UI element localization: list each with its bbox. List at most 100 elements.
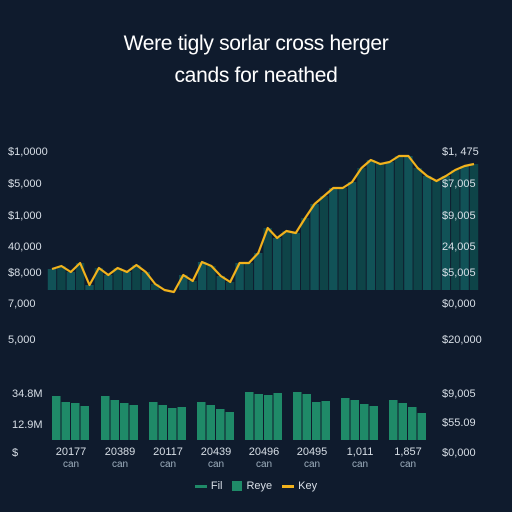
bar xyxy=(129,405,138,440)
x-tick-sublabel: can xyxy=(208,459,224,470)
area-column xyxy=(366,160,376,290)
area-column xyxy=(188,281,197,290)
area-column xyxy=(413,168,422,290)
x-tick-sublabel: can xyxy=(352,459,368,470)
area-column xyxy=(451,170,460,290)
area-column xyxy=(404,156,413,290)
area-column xyxy=(338,188,347,290)
y-tick-left: 5,000 xyxy=(8,334,36,346)
bar xyxy=(350,400,359,440)
legend-item-fil: Fil xyxy=(194,480,223,492)
y-tick-right: $20,000 xyxy=(442,334,482,346)
legend-item-key: Key xyxy=(282,480,317,492)
bar xyxy=(52,396,61,440)
y-tick-left: $1,000 xyxy=(8,210,42,222)
area-column xyxy=(282,231,291,290)
area-column xyxy=(207,266,216,290)
x-tick-sublabel: can xyxy=(63,459,79,470)
bar-y-tick-left: $ xyxy=(12,447,18,459)
y-tick-left: $8,000 xyxy=(8,267,42,279)
area-column xyxy=(57,266,66,290)
bar xyxy=(408,407,417,440)
bar xyxy=(110,400,119,440)
bar xyxy=(360,404,369,440)
x-tick-label: 20495 xyxy=(297,446,328,458)
x-tick-sublabel: can xyxy=(112,459,128,470)
y-tick-left: 40,000 xyxy=(8,241,42,253)
bar xyxy=(369,406,378,440)
area-column xyxy=(272,238,282,290)
area-column xyxy=(141,272,150,290)
bar xyxy=(101,396,110,440)
bar xyxy=(293,392,302,440)
chart-title-line-1: Were tigly sorlar cross herger xyxy=(123,32,389,55)
area-column xyxy=(460,166,469,290)
bar xyxy=(341,398,350,440)
bar xyxy=(197,402,206,440)
bar-y-tick-right: $9,005 xyxy=(442,388,476,400)
bar-y-tick-right: $0,000 xyxy=(442,447,476,459)
area-column xyxy=(113,268,122,290)
bar xyxy=(80,406,89,440)
legend-label-fil: Fil xyxy=(210,480,223,492)
x-tick-sublabel: can xyxy=(304,459,320,470)
y-tick-right: $9,005 xyxy=(442,210,476,222)
area-column xyxy=(75,263,85,290)
x-tick-label: 20439 xyxy=(201,446,232,458)
y-tick-right: $0,000 xyxy=(442,298,476,310)
area-column xyxy=(347,182,357,290)
x-tick-label: 1,857 xyxy=(394,446,422,458)
bar xyxy=(168,408,177,440)
area-column xyxy=(441,176,451,290)
bar-y-tick-right: $55.09 xyxy=(442,417,476,429)
area-column xyxy=(216,276,225,290)
area-column xyxy=(385,162,394,290)
x-tick-sublabel: can xyxy=(256,459,272,470)
chart-legend: Fil Reye Key xyxy=(0,480,512,492)
area-column xyxy=(244,263,254,290)
bar xyxy=(71,403,80,440)
legend-swatch-reye xyxy=(232,481,243,491)
y-tick-right: $7,005 xyxy=(442,178,476,190)
bar xyxy=(389,400,398,440)
area-column xyxy=(104,275,113,290)
bar xyxy=(61,402,70,440)
chart-title-line-2: cands for neathed xyxy=(174,64,338,87)
bar xyxy=(245,392,254,440)
x-tick-sublabel: can xyxy=(160,459,176,470)
area-column xyxy=(226,282,235,290)
bar xyxy=(225,412,234,440)
bar xyxy=(273,393,282,440)
legend-label-reye: Reye xyxy=(246,480,273,492)
area-column xyxy=(329,188,338,290)
area-column xyxy=(151,284,160,290)
x-tick-sublabel: can xyxy=(400,459,416,470)
bar xyxy=(120,403,129,440)
y-tick-right: $5,005 xyxy=(442,267,476,279)
x-tick-label: 20117 xyxy=(153,446,183,458)
bar xyxy=(216,409,225,440)
area-column xyxy=(319,196,329,290)
bar xyxy=(417,413,426,440)
x-tick-label: 20496 xyxy=(249,446,280,458)
y-tick-right: 24,005 xyxy=(442,241,476,253)
area-column xyxy=(310,204,319,290)
y-tick-left: $5,000 xyxy=(8,178,42,190)
bar xyxy=(158,405,167,440)
legend-label-key: Key xyxy=(298,480,318,492)
bar xyxy=(312,402,321,440)
area-column xyxy=(235,263,244,290)
y-tick-left: $1,0000 xyxy=(8,146,48,158)
y-tick-right: $1, 475 xyxy=(442,146,479,158)
bar-y-tick-left: 12.9M xyxy=(12,419,43,431)
area-column xyxy=(122,272,132,290)
area-column xyxy=(291,233,300,290)
bar xyxy=(398,403,407,440)
area-column xyxy=(263,228,272,290)
legend-swatch-key xyxy=(282,484,295,488)
area-column xyxy=(132,265,141,290)
area-column xyxy=(422,176,432,290)
bar xyxy=(302,394,311,440)
area-column xyxy=(179,275,188,290)
